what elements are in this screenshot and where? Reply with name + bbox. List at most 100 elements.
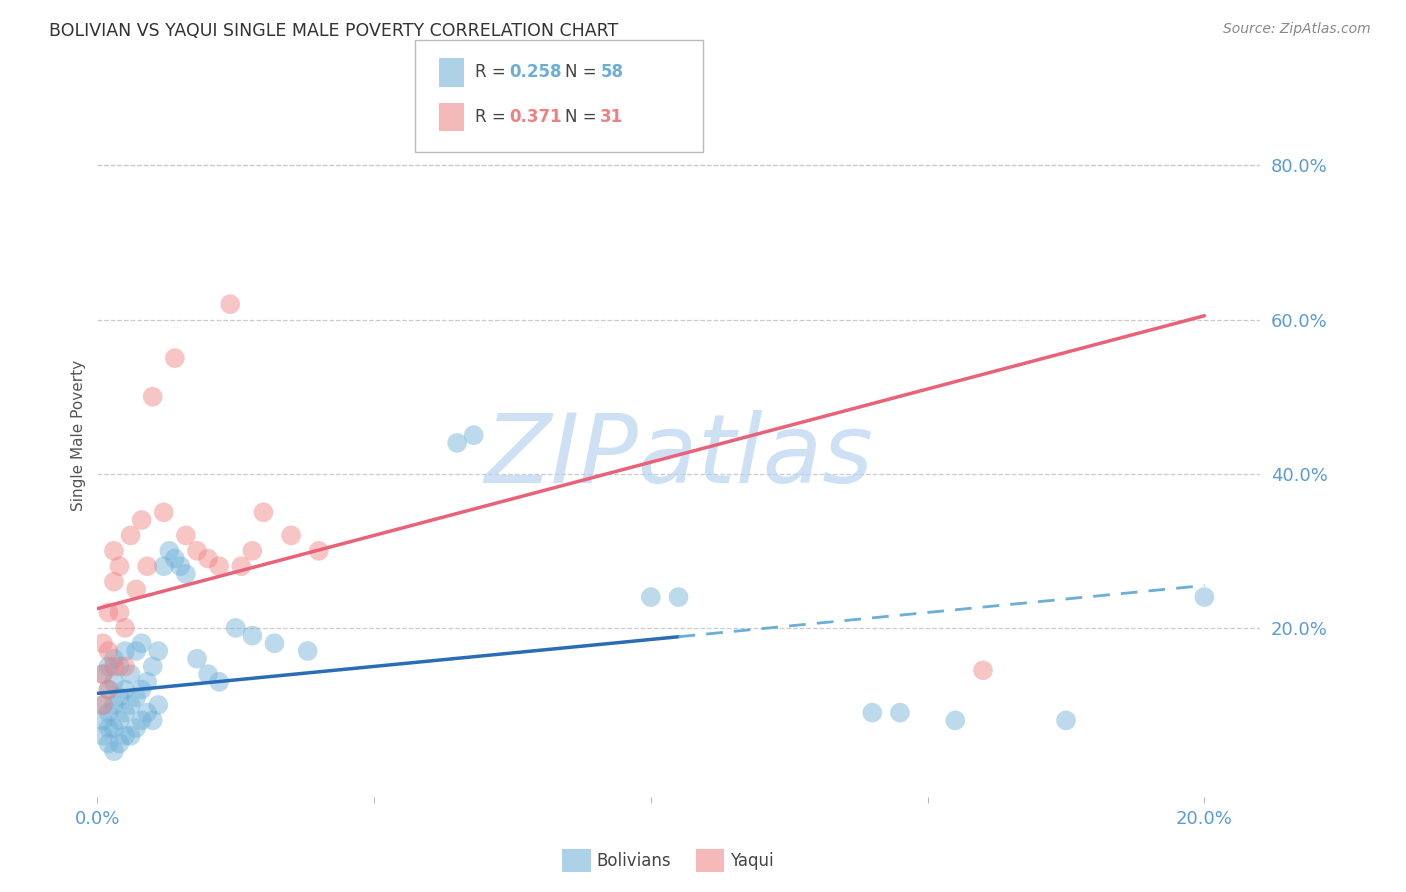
Point <box>120 729 142 743</box>
Text: 0.258: 0.258 <box>509 63 561 81</box>
Point <box>91 667 114 681</box>
Point <box>231 559 253 574</box>
Y-axis label: Single Male Poverty: Single Male Poverty <box>72 359 86 511</box>
Point <box>240 544 263 558</box>
Point <box>152 559 174 574</box>
Point <box>148 644 170 658</box>
Point <box>174 528 197 542</box>
Text: 31: 31 <box>600 108 623 126</box>
Point <box>297 644 319 658</box>
Point <box>103 721 125 735</box>
Text: 0.371: 0.371 <box>509 108 561 126</box>
Text: Yaqui: Yaqui <box>730 852 773 870</box>
Point <box>197 551 219 566</box>
Point <box>108 714 131 728</box>
Point <box>972 663 994 677</box>
Point <box>208 559 231 574</box>
Point <box>114 621 136 635</box>
Point <box>219 297 242 311</box>
Text: N =: N = <box>565 63 602 81</box>
Text: BOLIVIAN VS YAQUI SINGLE MALE POVERTY CORRELATION CHART: BOLIVIAN VS YAQUI SINGLE MALE POVERTY CO… <box>49 22 619 40</box>
Text: Source: ZipAtlas.com: Source: ZipAtlas.com <box>1223 22 1371 37</box>
Text: ZIPatlas: ZIPatlas <box>484 410 873 503</box>
Point <box>136 674 159 689</box>
Point <box>97 659 120 673</box>
Point <box>860 706 883 720</box>
Point <box>108 690 131 705</box>
Point <box>103 698 125 712</box>
Point <box>1054 714 1077 728</box>
Point <box>131 714 153 728</box>
Point <box>131 682 153 697</box>
Point <box>240 629 263 643</box>
Point <box>103 744 125 758</box>
Point <box>125 644 148 658</box>
Point <box>103 574 125 589</box>
Point <box>120 667 142 681</box>
Point <box>142 390 165 404</box>
Point <box>97 606 120 620</box>
Point <box>186 544 208 558</box>
Point <box>114 682 136 697</box>
Point <box>308 544 330 558</box>
Point <box>97 682 120 697</box>
Text: R =: R = <box>475 108 512 126</box>
Text: 58: 58 <box>600 63 623 81</box>
Point <box>208 674 231 689</box>
Point <box>280 528 302 542</box>
Point <box>108 737 131 751</box>
Point <box>91 698 114 712</box>
Text: Bolivians: Bolivians <box>596 852 671 870</box>
Point <box>91 714 114 728</box>
Point <box>186 651 208 665</box>
Point <box>252 505 274 519</box>
Point <box>97 682 120 697</box>
Point <box>120 698 142 712</box>
Point <box>169 559 191 574</box>
Point <box>136 706 159 720</box>
Point <box>91 729 114 743</box>
Text: R =: R = <box>475 63 512 81</box>
Point <box>108 559 131 574</box>
Point <box>108 606 131 620</box>
Point <box>157 544 180 558</box>
Point <box>103 674 125 689</box>
Point <box>125 721 148 735</box>
Point <box>152 505 174 519</box>
Point <box>131 513 153 527</box>
Point <box>97 706 120 720</box>
Point <box>91 636 114 650</box>
Point <box>91 667 114 681</box>
Point <box>114 729 136 743</box>
Point <box>889 706 911 720</box>
Point <box>125 690 148 705</box>
Point <box>463 428 485 442</box>
Point <box>131 636 153 650</box>
Point <box>446 436 468 450</box>
Point <box>197 667 219 681</box>
Point <box>120 528 142 542</box>
Text: N =: N = <box>565 108 602 126</box>
Point <box>668 590 690 604</box>
Point <box>1194 590 1216 604</box>
Point <box>103 544 125 558</box>
Point <box>114 659 136 673</box>
Point <box>163 351 186 366</box>
Point <box>97 644 120 658</box>
Point <box>114 706 136 720</box>
Point <box>640 590 662 604</box>
Point <box>174 566 197 581</box>
Point <box>103 651 125 665</box>
Point <box>225 621 247 635</box>
Point <box>142 659 165 673</box>
Point <box>125 582 148 597</box>
Point <box>108 659 131 673</box>
Point <box>103 659 125 673</box>
Point <box>148 698 170 712</box>
Point <box>263 636 285 650</box>
Point <box>943 714 966 728</box>
Point <box>97 737 120 751</box>
Point <box>142 714 165 728</box>
Point <box>136 559 159 574</box>
Point <box>114 644 136 658</box>
